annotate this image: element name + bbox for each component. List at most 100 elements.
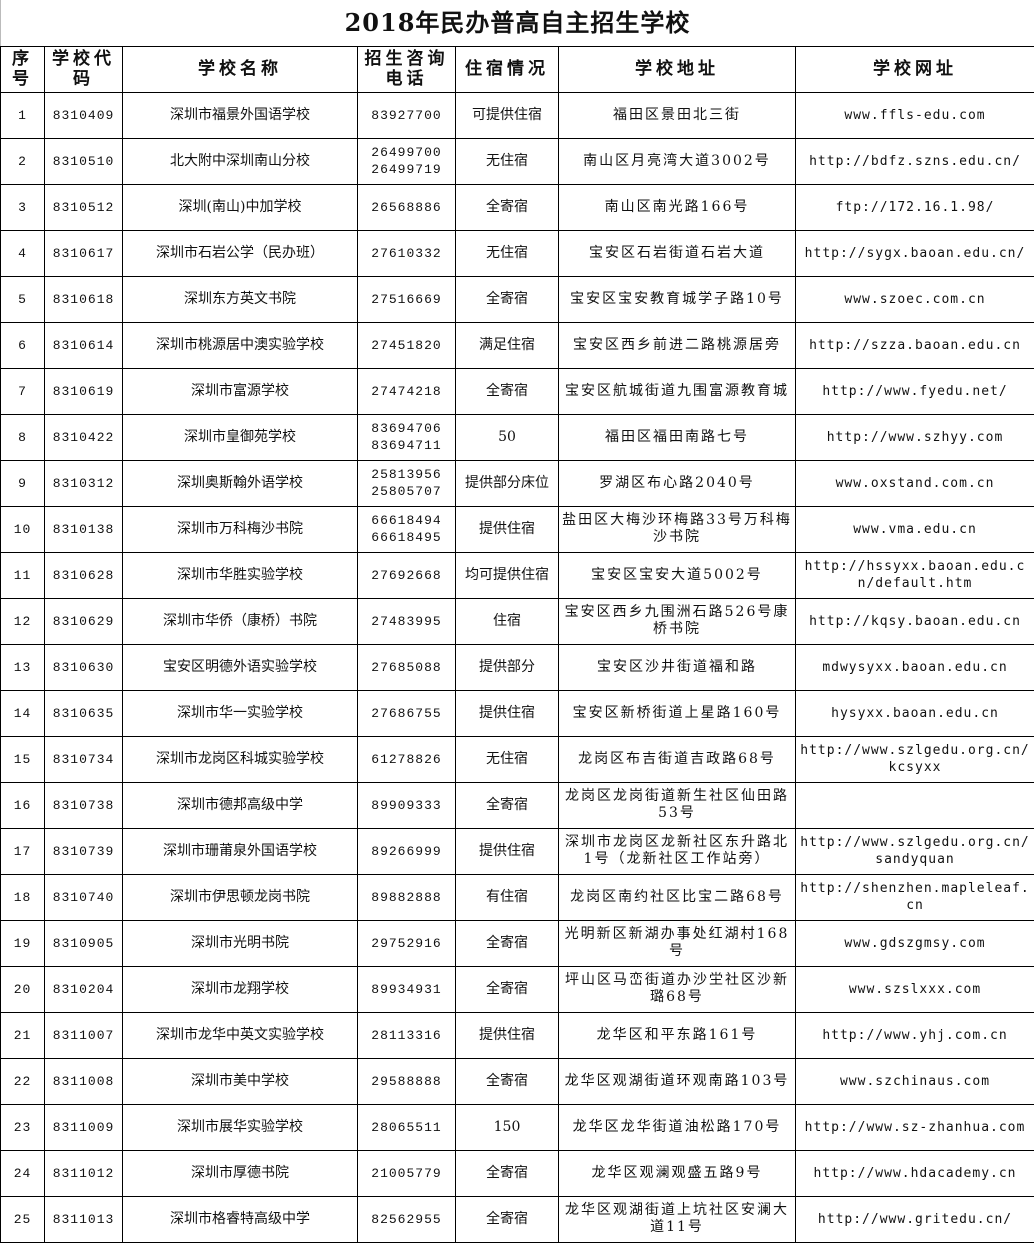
cell-boarding: 无住宿 xyxy=(455,229,559,277)
cell-phone: 27685088 xyxy=(357,643,456,691)
cell-boarding: 提供住宿 xyxy=(455,827,559,875)
header-website: 学校网址 xyxy=(794,45,1034,93)
cell-phone: 89882888 xyxy=(357,873,456,921)
cell-address: 福田区景田北三街 xyxy=(558,91,796,139)
cell-website: http://shenzhen.mapleleaf.cn xyxy=(794,873,1034,921)
cell-name: 深圳奥斯翰外语学校 xyxy=(122,459,358,507)
cell-index: 23 xyxy=(0,1103,45,1151)
cell-index: 4 xyxy=(0,229,45,277)
cell-index: 22 xyxy=(0,1057,45,1105)
cell-address: 深圳市龙岗区龙新社区东升路北1号（龙新社区工作站旁） xyxy=(558,827,796,875)
cell-code: 8310628 xyxy=(44,551,123,599)
cell-boarding: 全寄宿 xyxy=(455,1195,559,1243)
cell-name: 深圳(南山)中加学校 xyxy=(122,183,358,231)
table-body: 1 8310409 深圳市福景外国语学校 83927700 可提供住宿 福田区景田北三街 w… xyxy=(0,91,1034,1243)
cell-code: 8310629 xyxy=(44,597,123,645)
cell-name: 深圳市富源学校 xyxy=(122,367,358,415)
cell-phone: 89909333 xyxy=(357,781,456,829)
cell-index: 21 xyxy=(0,1011,45,1059)
cell-name: 深圳市格睿特高级中学 xyxy=(122,1195,358,1243)
cell-name: 深圳市光明书院 xyxy=(122,919,358,967)
cell-boarding: 全寄宿 xyxy=(455,367,559,415)
cell-index: 7 xyxy=(0,367,45,415)
table-row: 3 8310512 深圳(南山)中加学校 26568886 全寄宿 南山区南光路166号 f… xyxy=(0,183,1034,231)
cell-phone: 28065511 xyxy=(357,1103,456,1151)
cell-name: 深圳市福景外国语学校 xyxy=(122,91,358,139)
cell-address: 光明新区新湖办事处红湖村168号 xyxy=(558,919,796,967)
title-row: 2018年民办普高自主招生学校 xyxy=(0,0,1034,47)
cell-website: http://hssyxx.baoan.edu.cn/default.htm xyxy=(794,551,1034,599)
cell-code: 8310312 xyxy=(44,459,123,507)
cell-index: 10 xyxy=(0,505,45,553)
cell-website: http://kqsy.baoan.edu.cn xyxy=(794,597,1034,645)
cell-website: http://www.szlgedu.org.cn/sandyquan xyxy=(794,827,1034,875)
table-row: 24 8311012 深圳市厚德书院 21005779 全寄宿 龙华区观澜观盛五路9号 ht… xyxy=(0,1149,1034,1197)
cell-phone: 66618494 66618495 xyxy=(357,505,456,553)
cell-website: ftp://172.16.1.98/ xyxy=(794,183,1034,231)
cell-website: http://sygx.baoan.edu.cn/ xyxy=(794,229,1034,277)
cell-phone: 61278826 xyxy=(357,735,456,783)
cell-boarding: 满足住宿 xyxy=(455,321,559,369)
table-row: 21 8311007 深圳市龙华中英文实验学校 28113316 提供住宿 龙华区和平东路… xyxy=(0,1011,1034,1059)
cell-phone: 26568886 xyxy=(357,183,456,231)
cell-code: 8310739 xyxy=(44,827,123,875)
cell-name: 深圳市厚德书院 xyxy=(122,1149,358,1197)
table-row: 13 8310630 宝安区明德外语实验学校 27685088 提供部分 宝安区沙井街道福… xyxy=(0,643,1034,691)
cell-code: 8310740 xyxy=(44,873,123,921)
cell-boarding: 全寄宿 xyxy=(455,919,559,967)
cell-address: 龙华区和平东路161号 xyxy=(558,1011,796,1059)
table-row: 2 8310510 北大附中深圳南山分校 26499700 26499719 无住宿 南山… xyxy=(0,137,1034,185)
cell-code: 8311009 xyxy=(44,1103,123,1151)
cell-name: 深圳市桃源居中澳实验学校 xyxy=(122,321,358,369)
cell-phone: 27451820 xyxy=(357,321,456,369)
cell-boarding: 均可提供住宿 xyxy=(455,551,559,599)
header-phone: 招生咨询电话 xyxy=(357,45,456,93)
cell-boarding: 无住宿 xyxy=(455,735,559,783)
cell-address: 宝安区西乡九围洲石路526号康桥书院 xyxy=(558,597,796,645)
cell-boarding: 提供部分 xyxy=(455,643,559,691)
cell-code: 8311007 xyxy=(44,1011,123,1059)
cell-phone: 27692668 xyxy=(357,551,456,599)
cell-index: 2 xyxy=(0,137,45,185)
cell-boarding: 全寄宿 xyxy=(455,965,559,1013)
cell-name: 深圳市展华实验学校 xyxy=(122,1103,358,1151)
cell-index: 19 xyxy=(0,919,45,967)
table-row: 20 8310204 深圳市龙翔学校 89934931 全寄宿 坪山区马峦街道办沙坣社区沙… xyxy=(0,965,1034,1013)
cell-website: www.szslxxx.com xyxy=(794,965,1034,1013)
cell-code: 8310734 xyxy=(44,735,123,783)
cell-name: 深圳市万科梅沙书院 xyxy=(122,505,358,553)
header-row: 序号 学校代码 学校名称 招生咨询电话 住宿情况 学校地址 学校网址 xyxy=(0,45,1034,93)
table-row: 6 8310614 深圳市桃源居中澳实验学校 27451820 满足住宿 宝安区西乡前进二… xyxy=(0,321,1034,369)
cell-website: mdwysyxx.baoan.edu.cn xyxy=(794,643,1034,691)
cell-code: 8310510 xyxy=(44,137,123,185)
cell-phone: 89266999 xyxy=(357,827,456,875)
cell-boarding: 提供住宿 xyxy=(455,1011,559,1059)
cell-name: 深圳市华侨（康桥）书院 xyxy=(122,597,358,645)
cell-code: 8310409 xyxy=(44,91,123,139)
cell-boarding: 全寄宿 xyxy=(455,1149,559,1197)
cell-boarding: 150 xyxy=(455,1103,559,1151)
cell-website: www.oxstand.com.cn xyxy=(794,459,1034,507)
cell-index: 17 xyxy=(0,827,45,875)
cell-index: 9 xyxy=(0,459,45,507)
cell-address: 龙华区观澜观盛五路9号 xyxy=(558,1149,796,1197)
table-row: 12 8310629 深圳市华侨（康桥）书院 27483995 住宿 宝安区西乡九围洲石路… xyxy=(0,597,1034,645)
cell-name: 北大附中深圳南山分校 xyxy=(122,137,358,185)
cell-boarding: 提供部分床位 xyxy=(455,459,559,507)
table-row: 22 8311008 深圳市美中学校 29588888 全寄宿 龙华区观湖街道环观南路10… xyxy=(0,1057,1034,1105)
cell-name: 深圳市石岩公学（民办班） xyxy=(122,229,358,277)
table-row: 8 8310422 深圳市皇御苑学校 83694706 83694711 50 福田区福田… xyxy=(0,413,1034,461)
cell-boarding: 全寄宿 xyxy=(455,781,559,829)
table-row: 1 8310409 深圳市福景外国语学校 83927700 可提供住宿 福田区景田北三街 w… xyxy=(0,91,1034,139)
cell-code: 8310204 xyxy=(44,965,123,1013)
cell-boarding: 住宿 xyxy=(455,597,559,645)
table-row: 15 8310734 深圳市龙岗区科城实验学校 61278826 无住宿 龙岗区布吉街道吉… xyxy=(0,735,1034,783)
cell-index: 1 xyxy=(0,91,45,139)
cell-address: 龙华区龙华街道油松路170号 xyxy=(558,1103,796,1151)
cell-boarding: 全寄宿 xyxy=(455,183,559,231)
cell-index: 16 xyxy=(0,781,45,829)
cell-code: 8310512 xyxy=(44,183,123,231)
cell-phone: 27610332 xyxy=(357,229,456,277)
cell-phone: 28113316 xyxy=(357,1011,456,1059)
cell-website: http://www.szlgedu.org.cn/kcsyxx xyxy=(794,735,1034,783)
